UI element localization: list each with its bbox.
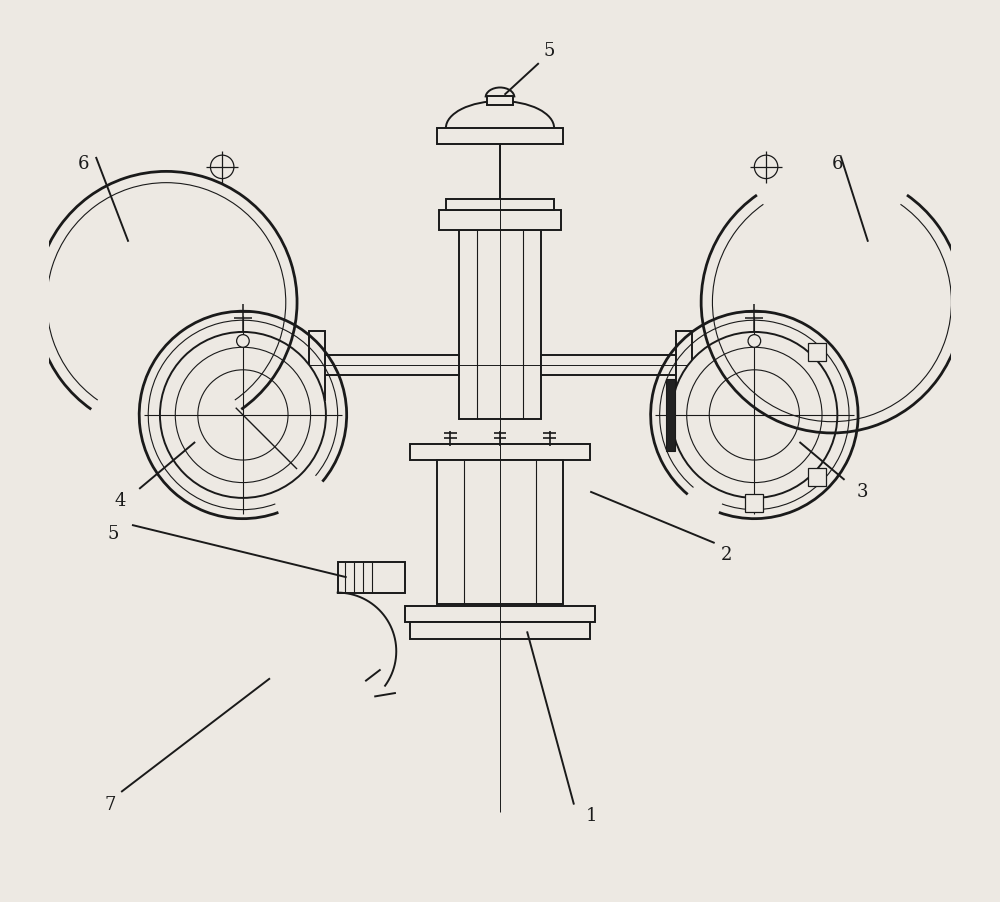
Bar (541, 355, 676, 375)
Bar (410, 622, 590, 639)
Bar (437, 128, 563, 144)
Bar (459, 230, 541, 419)
Text: 3: 3 (856, 483, 868, 501)
Text: 6: 6 (78, 155, 89, 173)
Circle shape (671, 332, 837, 498)
Bar (808, 344, 826, 362)
Circle shape (175, 347, 311, 483)
Circle shape (748, 335, 761, 347)
Text: 7: 7 (105, 796, 116, 814)
Text: 6: 6 (832, 155, 843, 173)
Circle shape (709, 370, 799, 460)
Bar (437, 460, 563, 604)
Bar (405, 606, 595, 622)
Bar (410, 444, 590, 460)
Text: 5: 5 (108, 525, 119, 543)
Circle shape (160, 332, 326, 498)
Bar (487, 96, 513, 105)
Circle shape (198, 370, 288, 460)
Bar (338, 562, 405, 593)
Bar (745, 494, 763, 512)
Circle shape (237, 335, 249, 347)
Bar (324, 355, 459, 375)
Bar (808, 468, 826, 486)
Text: 5: 5 (543, 42, 555, 60)
Circle shape (754, 155, 778, 179)
Bar (309, 331, 325, 400)
Bar (676, 331, 692, 400)
Text: 1: 1 (586, 807, 597, 825)
Bar (446, 199, 554, 210)
Circle shape (210, 155, 234, 179)
Text: 4: 4 (114, 492, 126, 510)
Bar (439, 210, 561, 230)
Bar (666, 379, 675, 451)
Circle shape (687, 347, 822, 483)
Text: 2: 2 (721, 546, 732, 564)
